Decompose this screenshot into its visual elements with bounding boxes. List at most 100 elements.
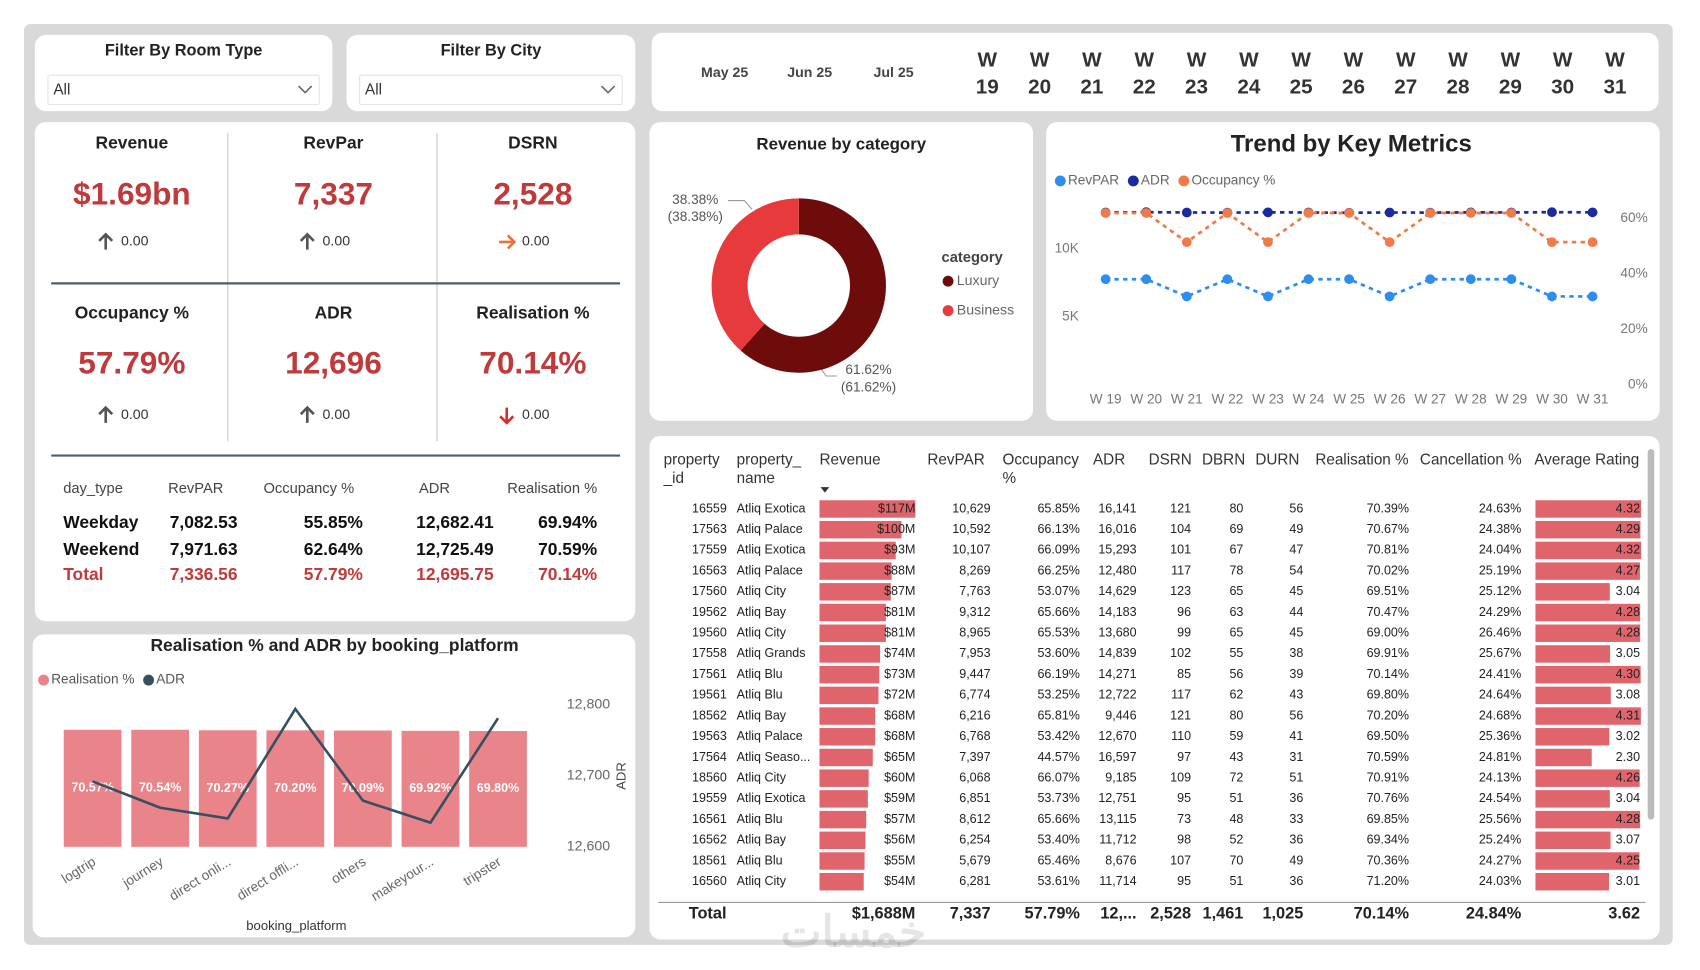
kpi-arrow (299, 232, 315, 250)
table-cell: 12,682.41 (416, 512, 494, 532)
month[interactable]: Jul 25 (874, 65, 914, 81)
column-header[interactable]: Cancellation % (1419, 450, 1522, 468)
table-cell: 66.09% (1037, 543, 1079, 557)
column-header[interactable]: RevPAR (927, 450, 985, 468)
table-cell: Atliq Palace (737, 522, 803, 536)
data-bar (1535, 686, 1611, 705)
table-cell: $60M (884, 770, 915, 784)
line-point (1587, 291, 1598, 302)
table-cell: 6,281 (959, 874, 990, 888)
column-header[interactable]: Realisation % (1315, 450, 1409, 468)
table-cell: 24.38% (1479, 522, 1521, 536)
x-tick-label: W 22 (1212, 392, 1244, 407)
table-cell: 69.85% (1367, 812, 1409, 826)
data-bar (819, 728, 876, 746)
table-cell: 52 (1229, 833, 1243, 847)
total-cell: 70.14% (1354, 905, 1410, 923)
data-bar (1535, 769, 1640, 787)
sort-arrow[interactable] (820, 487, 830, 493)
table-cell: $73M (884, 667, 915, 681)
kpi-label: Occupancy % (75, 302, 190, 322)
line-point (1344, 208, 1355, 218)
data-bar (1535, 583, 1610, 601)
table-cell: 70.76% (1367, 791, 1409, 805)
week[interactable]: W 24 (1237, 49, 1261, 100)
legend-label: ADR (156, 672, 185, 687)
table-cell: 8,676 (1105, 853, 1136, 867)
data-bar (1535, 541, 1642, 560)
table-cell: 9,312 (959, 605, 990, 619)
column-header[interactable]: DSRN (1148, 450, 1192, 468)
table-cell: 69.00% (1367, 626, 1409, 640)
y2-tick-label: 12,800 (567, 696, 610, 712)
kpi-label: Realisation % (476, 302, 590, 322)
week[interactable]: W 19 (975, 49, 999, 100)
table-cell: 10,107 (952, 543, 990, 557)
table-cell: 66.19% (1037, 667, 1079, 681)
table-cell: 7,971.63 (170, 539, 238, 559)
x-tick-label: W 23 (1252, 392, 1284, 407)
table-cell: 95 (1177, 791, 1191, 805)
data-bar (1535, 520, 1641, 539)
table-cell: 36 (1289, 833, 1303, 847)
table-cell: 70.20% (1367, 708, 1409, 722)
table-cell: 24.81% (1479, 750, 1521, 764)
table-cell: 25.19% (1479, 563, 1521, 577)
column-header[interactable]: DURN (1255, 450, 1300, 468)
table-cell: 7,953 (959, 646, 990, 660)
table-cell: $68M (884, 729, 915, 743)
week[interactable]: W 22 (1132, 49, 1156, 100)
watermark: خمسات (781, 909, 926, 957)
data-label: 70.57% (71, 781, 113, 795)
line-point (1425, 208, 1436, 218)
scrollbar[interactable] (1647, 449, 1655, 820)
table-cell: 18561 (692, 853, 727, 867)
column-header: ADR (419, 481, 450, 497)
dropdown[interactable] (47, 74, 320, 106)
week[interactable]: W 23 (1185, 49, 1209, 100)
column-header[interactable]: property_ name (736, 450, 802, 487)
table-cell: 18562 (692, 708, 727, 722)
table-cell: 53.73% (1037, 791, 1079, 805)
table-cell: Atliq City (737, 584, 787, 598)
month[interactable]: May 25 (701, 65, 748, 81)
column-header[interactable]: ADR (1093, 450, 1126, 468)
week[interactable]: W 28 (1446, 49, 1470, 100)
week[interactable]: W 31 (1603, 49, 1627, 100)
table-cell: 69.94% (538, 512, 598, 532)
table-cell: 25.12% (1479, 584, 1521, 598)
week[interactable]: W 29 (1498, 49, 1522, 100)
table-cell: 70.47% (1367, 605, 1409, 619)
table-cell: 4.25 (1616, 853, 1640, 867)
table-cell: 59 (1229, 729, 1243, 743)
x-tick-label: direct onli... (166, 854, 233, 904)
week[interactable]: W 21 (1080, 49, 1104, 100)
table-cell: 13,115 (1099, 812, 1136, 826)
column-header[interactable]: property _id (663, 450, 720, 487)
week[interactable]: W 26 (1341, 49, 1365, 100)
total-cell: 1,025 (1262, 905, 1303, 923)
week[interactable]: W 27 (1394, 49, 1418, 100)
column-header[interactable]: Average Rating (1534, 450, 1640, 468)
table-cell: 16560 (692, 874, 727, 888)
x-tick-label: journey (119, 854, 166, 891)
column-header[interactable]: Revenue (819, 450, 881, 468)
week[interactable]: W 20 (1028, 49, 1052, 100)
week[interactable]: W 25 (1289, 49, 1313, 100)
table-cell: 5,679 (959, 853, 990, 867)
dropdown[interactable] (359, 74, 623, 106)
column-header[interactable]: Occupancy % (1002, 450, 1079, 487)
data-bar (819, 852, 865, 870)
column-header[interactable]: DBRN (1201, 450, 1246, 468)
kpi-value: 2,528 (493, 176, 572, 212)
table-cell: 17564 (692, 750, 727, 764)
table-cell: 6,774 (959, 688, 990, 702)
legend-marker (1054, 175, 1066, 187)
table-cell: 53.61% (1037, 874, 1079, 888)
line-point (1222, 208, 1233, 218)
week[interactable]: W 30 (1551, 49, 1575, 100)
month[interactable]: Jun 25 (787, 65, 832, 81)
table-cell: 70.39% (1367, 501, 1409, 515)
table-cell: 65.46% (1037, 853, 1079, 867)
kpi-arrow (499, 234, 517, 250)
